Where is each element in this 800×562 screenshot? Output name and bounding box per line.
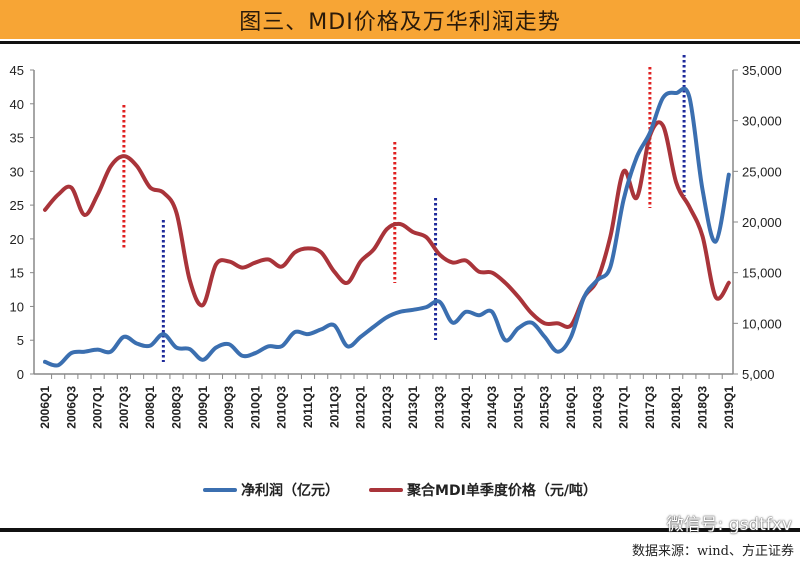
- left-axis-tick-label: 30: [10, 164, 24, 179]
- left-axis-tick-label: 35: [10, 131, 24, 146]
- left-axis-tick-label: 25: [10, 198, 24, 213]
- right-axis-tick-label: 5,000: [742, 367, 775, 382]
- x-axis-tick-label: 2015Q3: [538, 386, 552, 429]
- x-axis-tick-label: 2018Q1: [669, 386, 683, 429]
- x-axis-tick-label: 2017Q3: [643, 386, 657, 429]
- left-axis-tick-label: 15: [10, 266, 24, 281]
- title-divider: [0, 41, 800, 44]
- x-axis-tick-label: 2016Q1: [564, 386, 578, 429]
- x-axis-tick-label: 2014Q1: [459, 386, 473, 429]
- x-axis-tick-label: 2006Q3: [64, 386, 78, 429]
- x-axis-tick-label: 2016Q3: [590, 386, 604, 429]
- legend-swatch-mdi-price: [369, 488, 404, 492]
- x-axis-tick-label: 2010Q1: [248, 386, 262, 429]
- x-axis-tick-label: 2014Q3: [485, 386, 499, 429]
- x-axis-tick-label: 2010Q3: [275, 386, 289, 429]
- legend-item-mdi-price: 聚合MDI单季度价格（元/吨）: [369, 480, 597, 500]
- series-line-mdi-price: [43, 120, 731, 329]
- right-axis-tick-label: 10,000: [742, 316, 782, 331]
- right-axis-tick-label: 25,000: [742, 164, 782, 179]
- x-axis-tick-label: 2013Q3: [433, 386, 447, 429]
- x-axis-tick-label: 2012Q1: [354, 386, 368, 429]
- x-axis-tick-label: 2019Q1: [722, 386, 736, 429]
- x-axis-tick-label: 2015Q1: [511, 386, 525, 429]
- left-axis-tick-label: 5: [17, 333, 24, 348]
- right-axis-tick-label: 30,000: [742, 114, 782, 129]
- x-axis-tick-label: 2006Q1: [38, 386, 52, 429]
- legend-label-profit: 净利润（亿元）: [241, 483, 340, 499]
- legend-label-mdi-price: 聚合MDI单季度价格（元/吨）: [407, 483, 597, 499]
- legend: 净利润（亿元） 聚合MDI单季度价格（元/吨）: [0, 480, 800, 500]
- x-axis-tick-label: 2008Q1: [143, 386, 157, 429]
- legend-item-profit: 净利润（亿元）: [203, 480, 339, 500]
- series-line-profit: [43, 86, 731, 368]
- wechat-watermark: 微信号: gsdtfxv: [666, 515, 792, 535]
- x-axis-tick-label: 2007Q3: [117, 386, 131, 429]
- x-axis-tick-label: 2009Q1: [196, 386, 210, 429]
- x-axis-tick-label: 2011Q1: [301, 386, 315, 428]
- source-note: 数据来源：wind、方正证券: [632, 544, 794, 559]
- x-axis-tick-label: 2018Q3: [696, 386, 710, 429]
- bottom-divider: [0, 528, 800, 532]
- right-axis-tick-label: 20,000: [742, 215, 782, 230]
- legend-swatch-profit: [203, 488, 238, 492]
- right-axis-tick-label: 35,000: [742, 63, 782, 78]
- x-axis-tick-label: 2007Q1: [91, 386, 105, 429]
- right-axis-tick-label: 15,000: [742, 266, 782, 281]
- x-axis-tick-label: 2009Q3: [222, 386, 236, 429]
- x-axis-tick-label: 2012Q3: [380, 386, 394, 429]
- x-axis-tick-label: 2008Q3: [170, 386, 184, 429]
- title-bar: 图三、MDI价格及万华利润走势: [0, 0, 800, 39]
- chart-title: 图三、MDI价格及万华利润走势: [239, 9, 561, 35]
- left-axis-tick-label: 45: [10, 63, 24, 78]
- chart: 0 5 10 15 20 25 30 35 40 45 5,000 10,000 15,000 20,00…: [10, 55, 782, 429]
- x-axis-tick-label: 2017Q1: [617, 386, 631, 429]
- x-axis-tick-label: 2013Q1: [406, 386, 420, 429]
- left-axis-tick-label: 0: [17, 367, 24, 382]
- left-axis-tick-label: 10: [10, 299, 24, 314]
- left-axis-tick-label: 40: [10, 97, 24, 112]
- left-axis-tick-label: 20: [10, 232, 24, 247]
- x-axis-tick-label: 2011Q3: [327, 386, 341, 428]
